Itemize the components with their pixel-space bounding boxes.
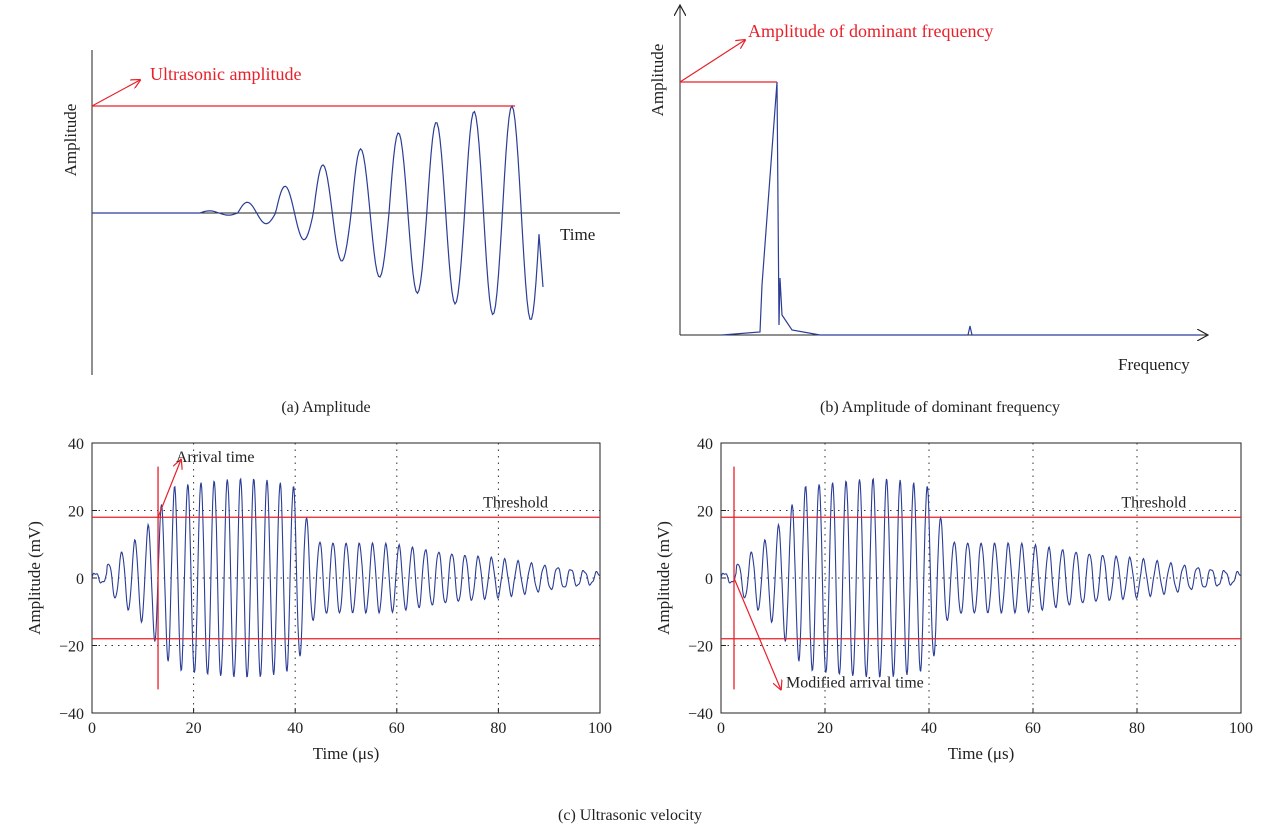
- panel-b-annotation: Amplitude of dominant frequency: [748, 21, 993, 41]
- panel-c-right-xticks: 0 20 40 60 80 100: [717, 708, 1253, 737]
- y-tick-label: 40: [68, 436, 84, 453]
- panel-c-right-waveform: [720, 477, 1242, 678]
- panel-a-ylabel: Amplitude: [61, 104, 80, 177]
- panel-b-ylabel: Amplitude: [648, 44, 667, 117]
- x-tick-label: 100: [588, 720, 612, 737]
- panel-c-right-arrival-label: Modified arrival time: [786, 675, 924, 692]
- caption-c: (c) Ultrasonic velocity: [558, 807, 702, 824]
- x-tick-label: 80: [490, 720, 506, 737]
- y-tick-label: 40: [697, 436, 713, 453]
- y-tick-label: −20: [688, 639, 713, 656]
- x-tick-label: 80: [1129, 720, 1145, 737]
- panel-c-left-xlabel: Time (μs): [313, 744, 380, 763]
- panel-a-annotation-arrow: [91, 80, 140, 107]
- panel-c-right-ylabel: Amplitude (mV): [654, 521, 673, 635]
- y-tick-label: 0: [76, 571, 84, 588]
- x-tick-label: 0: [717, 720, 725, 737]
- panel-c-right-yticks: 40 20 0 −20 −40: [688, 436, 726, 723]
- panel-b-annotation-arrow: [679, 40, 745, 83]
- caption-b: (b) Amplitude of dominant frequency: [820, 399, 1060, 416]
- panel-b-spectrum: [721, 81, 1200, 336]
- panel-c-left-ylabel: Amplitude (mV): [25, 521, 44, 635]
- x-tick-label: 60: [1025, 720, 1041, 737]
- panel-a-annotation: Ultrasonic amplitude: [150, 64, 301, 84]
- panel-a-waveform: [92, 104, 544, 320]
- panel-c-left-grid: [92, 443, 600, 713]
- panel-c-left: Arrival time Threshold 0 20 40 60 80 100 40 20…: [25, 436, 612, 763]
- y-tick-label: −40: [59, 706, 84, 723]
- panel-c-left-arrival-arrow: [157, 460, 181, 518]
- x-tick-label: 40: [287, 720, 303, 737]
- panel-c-right-grid: [721, 443, 1241, 713]
- panel-c-left-yticks: 40 20 0 −20 −40: [59, 436, 97, 723]
- panel-a-amplitude: Amplitude Time Ultrasonic amplitude: [61, 50, 620, 375]
- panel-c-right-xlabel: Time (μs): [948, 744, 1015, 763]
- caption-a: (a) Amplitude: [281, 399, 370, 416]
- panel-c-left-xticks: 0 20 40 60 80 100: [88, 708, 612, 737]
- panel-c-left-arrival-label: Arrival time: [176, 449, 255, 466]
- y-tick-label: −20: [59, 639, 84, 656]
- y-tick-label: 20: [697, 504, 713, 521]
- x-tick-label: 100: [1229, 720, 1253, 737]
- y-tick-label: 0: [705, 571, 713, 588]
- panel-c-left-threshold-label: Threshold: [483, 494, 548, 511]
- panel-c-left-waveform: [91, 477, 601, 678]
- y-tick-label: 20: [68, 504, 84, 521]
- x-tick-label: 0: [88, 720, 96, 737]
- panel-c-right-threshold-label: Threshold: [1121, 494, 1186, 511]
- panel-b-xlabel: Frequency: [1118, 355, 1190, 374]
- y-tick-label: −40: [688, 706, 713, 723]
- x-tick-label: 40: [921, 720, 937, 737]
- x-tick-label: 60: [389, 720, 405, 737]
- x-tick-label: 20: [186, 720, 202, 737]
- x-tick-label: 20: [817, 720, 833, 737]
- panel-c-right-arrival-arrow: [733, 577, 781, 689]
- panel-a-xlabel: Time: [560, 225, 595, 244]
- panel-c-right: Modified arrival time Threshold 0 20 40 60 8…: [654, 436, 1253, 763]
- panel-b-dominant-frequency: Amplitude Frequency Amplitude of dominan…: [648, 5, 1208, 374]
